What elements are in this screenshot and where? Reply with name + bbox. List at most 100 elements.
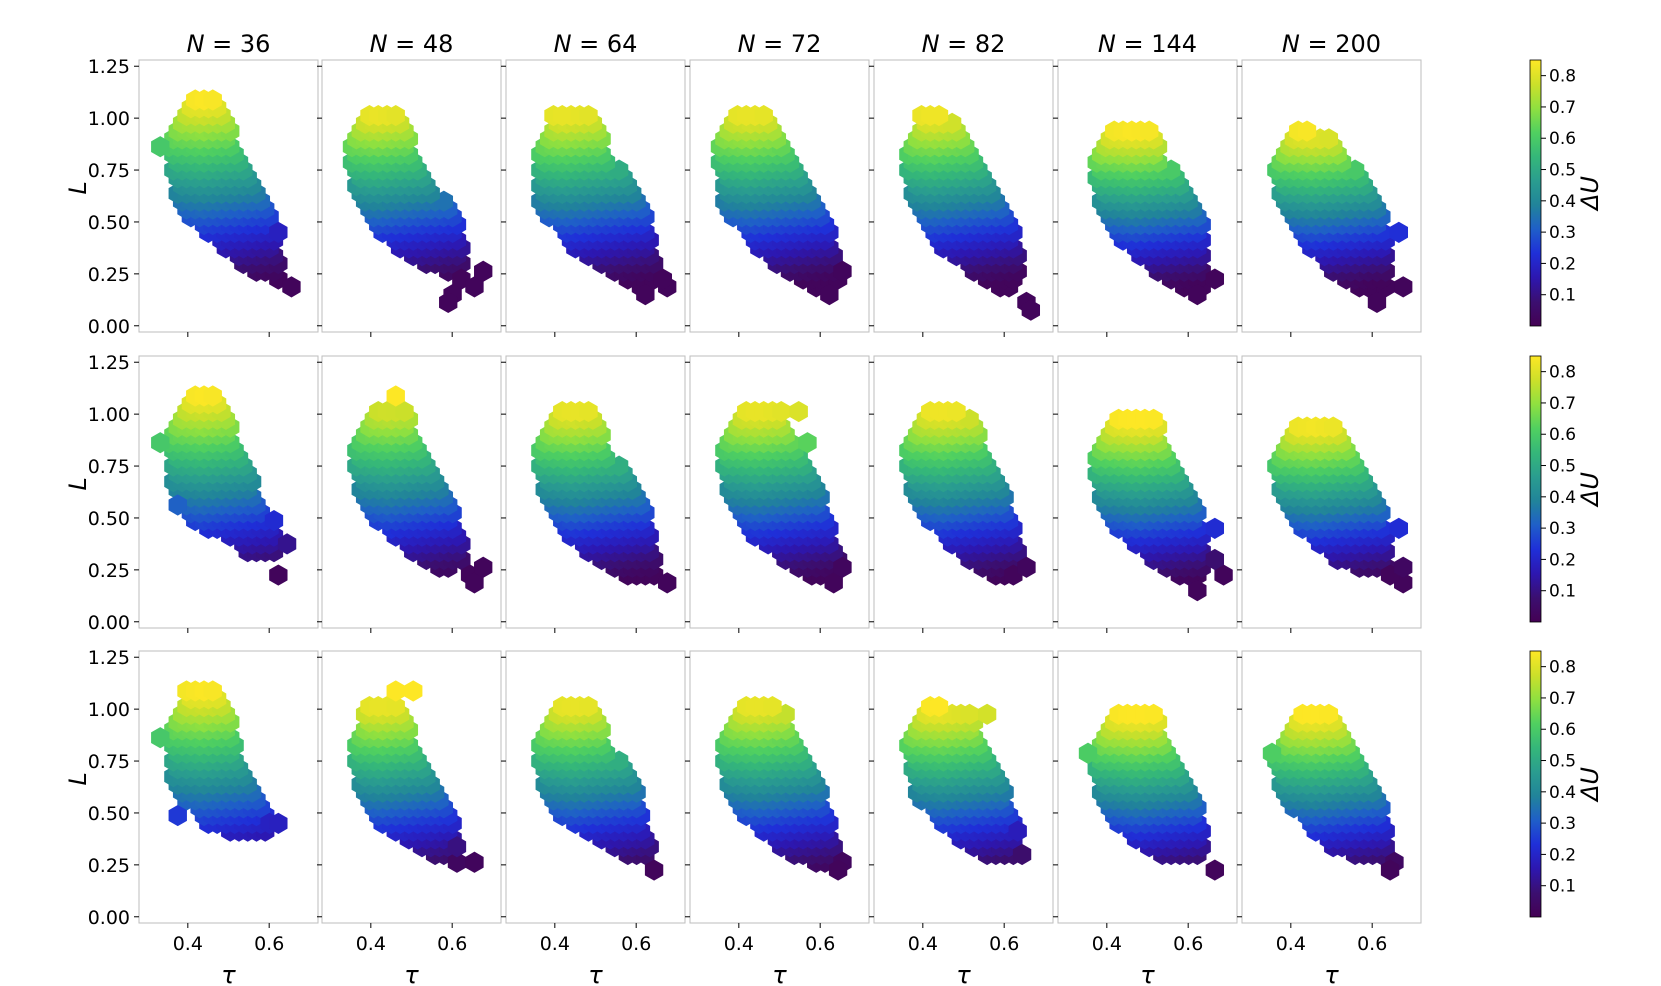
colorbar-row-1: 0.1 0.2 0.3 0.4 0.5 0.6 0.7 0.8 ΔU [1529,59,1604,327]
column-title: N = 200 [1282,30,1381,58]
hexbin-cell [754,104,773,127]
colorbar-tick-label: 0.6 [1549,425,1576,445]
hexbin-cell [1394,556,1413,578]
panel-r3-c2: 0.4 0.6 τ [317,650,502,986]
x-tick-label: 0.6 [1357,933,1387,955]
column-title-value: = 72 [756,30,822,58]
hexbin-cell [772,400,791,423]
hexbin-cell [1021,299,1041,321]
x-axis-label: τ [1324,961,1339,986]
hexbin-cells [531,104,677,306]
column-title: N = 72 [738,30,822,58]
hexbin-cells [531,695,664,881]
y-tick-label: 1.00 [88,108,130,130]
colorbar-tick-label: 0.1 [1549,286,1576,306]
hexbin-cell [1205,268,1225,290]
x-axis-label: τ [404,961,419,986]
hexbin-cells [1087,120,1225,306]
hexbin-cell [282,276,301,298]
hexbin-cell [1205,859,1225,881]
hexbin-cell [579,400,598,423]
panel-r3-c5: 0.4 0.6 τ [869,650,1054,986]
x-tick-label: 0.6 [254,933,284,955]
colorbar-tick-label: 0.3 [1549,223,1576,243]
hexbin-cell [579,104,598,127]
x-tick-label: 0.4 [724,933,754,955]
hexbin-cell [820,284,839,306]
panel-r2-c5 [869,355,1054,633]
hexbin-cell [763,695,782,718]
column-title: N = 36 [187,30,271,58]
hexbin-cells [1087,408,1233,602]
column-title-var: N [922,30,940,58]
hexbin-cell [824,572,843,594]
x-tick-label: 0.4 [356,933,386,955]
panel-r1-c7: N = 200 [1237,30,1422,337]
hexbin-cell [798,432,817,454]
y-tick-label: 0.25 [88,560,130,582]
hexbin-cells [899,104,1041,321]
column-title: N = 48 [370,30,454,58]
x-tick-label: 0.4 [540,933,570,955]
hexbin-cell [833,260,852,282]
y-axis-label: L [64,181,92,194]
hexbin-cell [269,564,288,586]
column-title-value: = 64 [572,30,638,58]
hexbin-cell [1012,843,1032,866]
hexbin-cell [168,804,187,827]
hexbin-cell [1188,284,1207,306]
hexbin-cell [151,136,170,158]
panel-r1-c2: N = 48 [317,30,502,337]
column-title: N = 82 [922,30,1006,58]
hexbin-cell [203,385,222,407]
hexbin-cells [710,104,852,306]
hexbin-cell [386,680,405,702]
column-title-var: N [1098,30,1116,58]
hexbin-cell [269,812,288,834]
y-axis-label: L [64,477,92,490]
y-tick-label: 0.50 [88,508,130,530]
colorbar-tick-label: 0.1 [1549,582,1576,602]
panel-r3-c4: 0.4 0.6 τ [685,650,870,986]
x-tick-label: 0.6 [805,933,835,955]
hexbin-cell [386,385,405,407]
colorbar-tick-label: 0.4 [1549,192,1576,212]
panel-r2-c6 [1053,355,1238,633]
hexbin-cells [347,680,484,873]
colorbar-label: ΔU [1576,472,1604,508]
hexbin-cell [1394,276,1413,298]
colorbar-bar [1529,355,1542,623]
y-tick-label: 0.00 [88,907,130,929]
colorbar-label: ΔU [1576,176,1604,212]
colorbar-tick-label: 0.7 [1549,98,1576,118]
colorbar-tick-label: 0.8 [1549,658,1576,678]
hexbin-cell [269,221,288,243]
hexbin-cells [715,695,852,881]
hexbin-cell [929,695,949,718]
x-axis-label: τ [221,961,236,986]
colorbar-tick-label: 0.2 [1549,254,1576,274]
hexbin-cell [789,400,808,423]
x-tick-label: 0.6 [989,933,1019,955]
x-tick-label: 0.4 [1092,933,1122,955]
hexbin-cell [404,680,423,702]
hexbin-cell [658,572,677,594]
hexbin-cells [899,400,1036,586]
colorbar-row-3: 0.1 0.2 0.3 0.4 0.5 0.6 0.7 0.8 ΔU [1529,650,1604,918]
panel-r1-c1: 0.00 0.25 0.50 0.75 1.00 1.25 N = 36 [88,30,319,338]
hexbin-cell [1380,859,1400,881]
colorbar-tick-label: 0.5 [1549,457,1576,477]
panel-r2-c1: 0.00 0.25 0.50 0.75 1.00 1.25 [88,352,319,634]
hexbin-cell [833,556,852,578]
x-axis-label: τ [1140,961,1155,986]
colorbar-tick-label: 0.5 [1549,161,1576,181]
hexbin-cell [168,494,187,516]
colorbar-tick-label: 0.6 [1549,720,1576,740]
y-tick-label: 1.00 [88,404,130,426]
y-tick-label: 0.50 [88,803,130,825]
hexbin-cell [828,859,848,881]
y-tick-label: 0.25 [88,855,130,877]
hexbin-cell [447,851,467,873]
hexbin-cell [1078,742,1098,764]
hexbin-cell [960,703,979,725]
